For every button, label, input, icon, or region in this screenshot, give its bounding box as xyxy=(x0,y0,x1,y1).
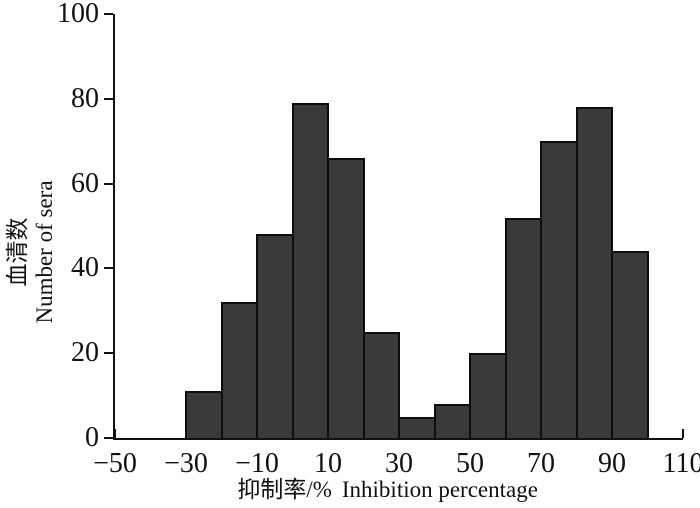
x-axis-tick xyxy=(682,429,684,438)
x-axis-tick-label: 30 xyxy=(385,448,413,479)
x-axis-tick-label: 90 xyxy=(598,448,626,479)
y-axis-line xyxy=(113,14,115,440)
y-axis-tick-label: 40 xyxy=(71,252,99,284)
histogram-bar xyxy=(256,234,294,440)
y-axis-tick xyxy=(104,182,113,185)
y-axis-tick-label: 80 xyxy=(71,82,99,114)
y-axis-tick xyxy=(104,352,113,355)
x-axis-tick-label: −10 xyxy=(235,448,279,479)
x-axis-tick-label: 10 xyxy=(314,448,342,479)
x-axis-label: 抑制率/% Inhibition percentage xyxy=(237,478,538,501)
histogram-bar xyxy=(398,416,436,440)
histogram-bar xyxy=(469,353,507,440)
y-axis-label: 血清数 Number of sera xyxy=(4,180,58,323)
x-axis-tick-label: 50 xyxy=(456,448,484,479)
x-axis-tick xyxy=(114,429,116,438)
y-axis-tick-label: 20 xyxy=(71,337,99,369)
histogram-bar xyxy=(362,332,400,440)
x-axis-tick-label: 110 xyxy=(662,448,700,479)
histogram-bar xyxy=(575,107,613,440)
y-axis-tick-label: 100 xyxy=(57,0,99,29)
histogram-bar xyxy=(504,217,542,440)
y-axis-label-zh: 血清数 xyxy=(5,217,30,287)
y-axis-tick xyxy=(104,437,113,439)
plot-area: 抑制率/% Inhibition percentage 0 20 40 60 80 100 −… xyxy=(57,0,700,501)
x-axis-label-zh: 抑制率/% xyxy=(237,477,332,502)
histogram-bar xyxy=(185,391,223,440)
histogram-bar xyxy=(327,158,365,440)
histogram-bar xyxy=(433,404,471,440)
histogram-bar xyxy=(291,103,329,440)
histogram-bar xyxy=(540,141,578,440)
x-axis-tick-label: −50 xyxy=(93,448,137,479)
y-axis-tick-label: 60 xyxy=(71,167,99,199)
y-axis-label-en: Number of sera xyxy=(32,180,57,324)
x-axis-tick-label: −30 xyxy=(164,448,208,479)
x-axis-tick-label: 70 xyxy=(527,448,555,479)
x-axis-line xyxy=(113,438,683,440)
y-axis-tick xyxy=(104,13,113,15)
y-axis-tick-label: 0 xyxy=(85,422,99,453)
y-axis-tick xyxy=(104,97,113,100)
y-axis-tick xyxy=(104,267,113,270)
histogram-bar xyxy=(220,302,258,440)
histogram-bar xyxy=(611,251,649,440)
x-axis-label-en: Inhibition percentage xyxy=(341,477,538,502)
